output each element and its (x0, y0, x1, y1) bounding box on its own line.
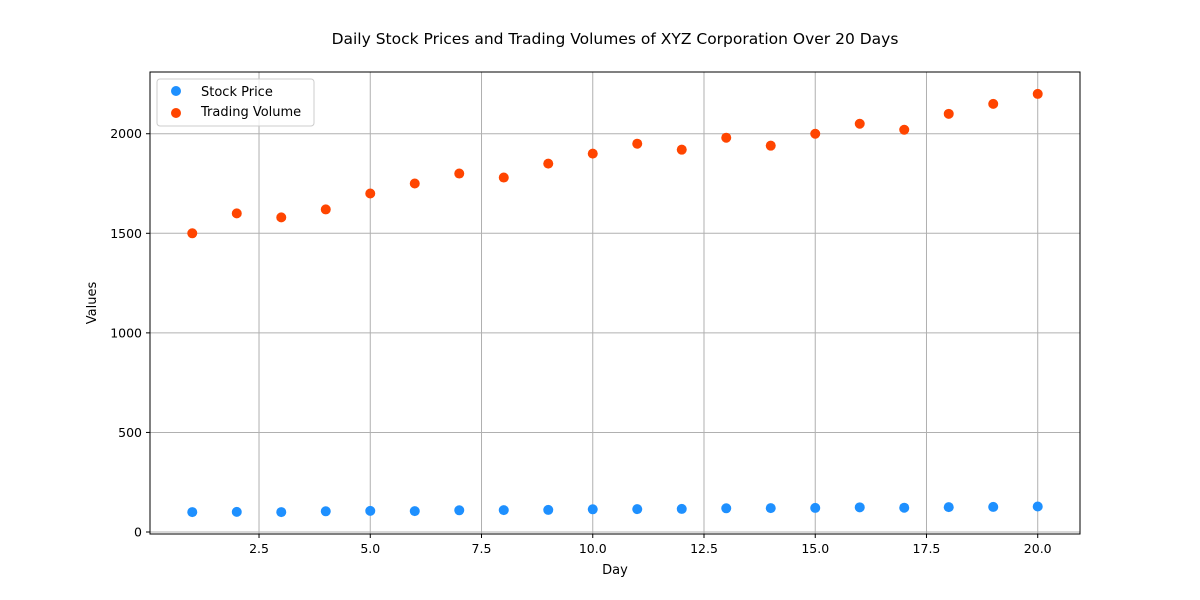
point-stock-price (854, 502, 865, 513)
point-trading-volume (498, 172, 509, 183)
x-tick-label: 17.5 (913, 541, 941, 556)
point-stock-price (632, 504, 643, 515)
data-points (187, 88, 1043, 518)
point-trading-volume (187, 228, 198, 239)
point-trading-volume (543, 158, 554, 169)
point-stock-price (1032, 501, 1043, 512)
point-trading-volume (587, 148, 598, 159)
legend-label-trading-volume: Trading Volume (200, 105, 301, 120)
x-tick-label: 2.5 (249, 541, 269, 556)
y-tick-label: 2000 (110, 126, 142, 141)
point-stock-price (276, 507, 287, 518)
point-trading-volume (810, 128, 821, 139)
x-tick-label: 7.5 (472, 541, 492, 556)
x-tick-label: 10.0 (579, 541, 607, 556)
point-trading-volume (943, 108, 954, 119)
point-trading-volume (988, 98, 999, 109)
point-stock-price (810, 502, 821, 513)
y-axis-ticks: 0 500 1000 1500 2000 (110, 126, 150, 540)
legend-marker-stock-price (171, 86, 181, 96)
point-trading-volume (632, 138, 643, 149)
point-stock-price (365, 505, 376, 516)
point-stock-price (454, 505, 465, 516)
point-stock-price (676, 503, 687, 514)
x-tick-label: 5.0 (360, 541, 380, 556)
point-stock-price (587, 504, 598, 515)
y-axis-label: Values (85, 282, 100, 325)
point-stock-price (721, 503, 732, 514)
legend-box (156, 78, 315, 127)
x-tick-label: 12.5 (690, 541, 718, 556)
point-trading-volume (231, 208, 242, 219)
point-stock-price (988, 501, 999, 512)
x-axis-label: Day (602, 563, 628, 578)
point-trading-volume (854, 118, 865, 129)
point-trading-volume (320, 204, 331, 215)
y-tick-label: 0 (134, 525, 142, 540)
point-stock-price (765, 503, 776, 514)
point-trading-volume (676, 144, 687, 155)
chart-title: Daily Stock Prices and Trading Volumes o… (332, 30, 899, 48)
point-stock-price (409, 506, 420, 517)
point-stock-price (899, 502, 910, 513)
point-trading-volume (899, 124, 910, 135)
legend-label-stock-price: Stock Price (201, 85, 273, 100)
y-tick-label: 1500 (110, 226, 142, 241)
point-trading-volume (1032, 88, 1043, 99)
point-trading-volume (365, 188, 376, 199)
point-stock-price (320, 506, 331, 517)
point-stock-price (943, 502, 954, 513)
grid-lines (150, 72, 1080, 534)
point-trading-volume (721, 132, 732, 143)
point-trading-volume (765, 140, 776, 151)
plot-frame (149, 71, 1081, 535)
y-tick-label: 500 (118, 425, 142, 440)
point-trading-volume (409, 178, 420, 189)
point-stock-price (543, 504, 554, 515)
x-tick-label: 20.0 (1024, 541, 1052, 556)
point-stock-price (498, 505, 509, 516)
y-tick-label: 1000 (110, 325, 142, 340)
point-stock-price (231, 506, 242, 517)
x-tick-label: 15.0 (801, 541, 829, 556)
point-stock-price (187, 507, 198, 518)
legend-marker-trading-volume (171, 108, 181, 118)
x-axis-ticks: 2.5 5.0 7.5 10.0 12.5 15.0 17.5 20.0 (249, 534, 1052, 556)
point-trading-volume (276, 212, 287, 223)
legend: Stock Price Trading Volume (156, 78, 315, 127)
point-trading-volume (454, 168, 465, 179)
